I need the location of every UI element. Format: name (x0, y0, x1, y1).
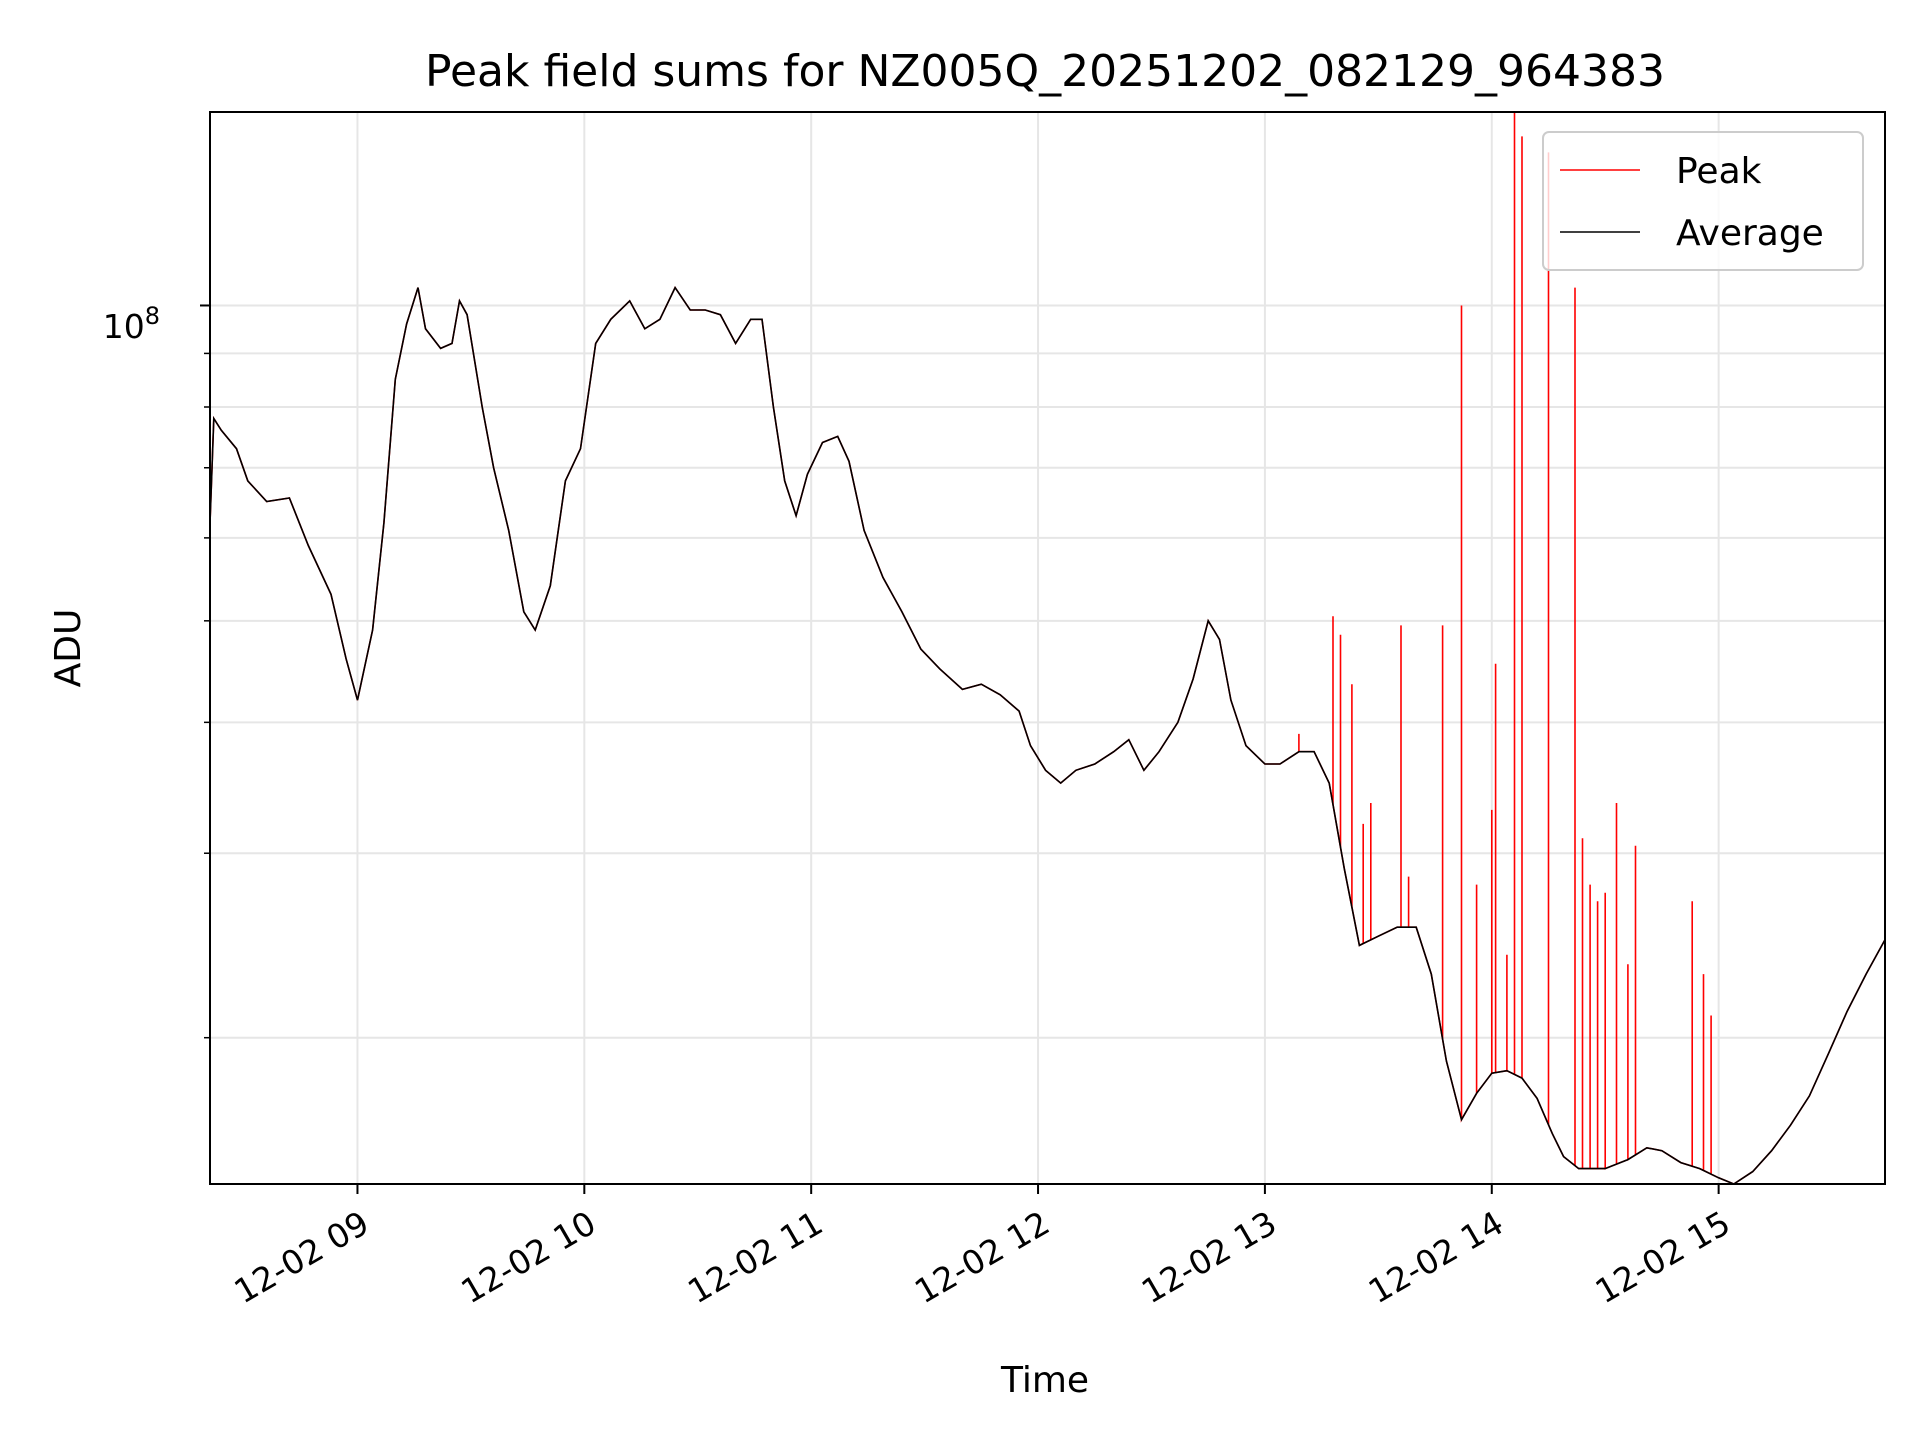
legend-label-average: Average (1676, 213, 1824, 254)
y-tick-label-1e8: 108 (103, 302, 160, 346)
legend-box (1542, 131, 1864, 271)
grid-lines (210, 112, 1885, 1184)
x-axis-label: Time (1000, 1360, 1089, 1401)
y-tick-exponent: 8 (145, 302, 160, 330)
series-line-average (209, 285, 1886, 1185)
chart-title: Peak field sums for NZ005Q_20251202_0821… (425, 46, 1665, 97)
y-axis-ticks (200, 304, 210, 1039)
plot-lines (209, 112, 1886, 1185)
y-tick-base: 10 (103, 307, 145, 346)
legend: Peak Average (1542, 131, 1864, 271)
plot-frame (209, 111, 1886, 1185)
y-axis-label: ADU (48, 609, 89, 688)
legend-label-peak: Peak (1676, 151, 1762, 192)
